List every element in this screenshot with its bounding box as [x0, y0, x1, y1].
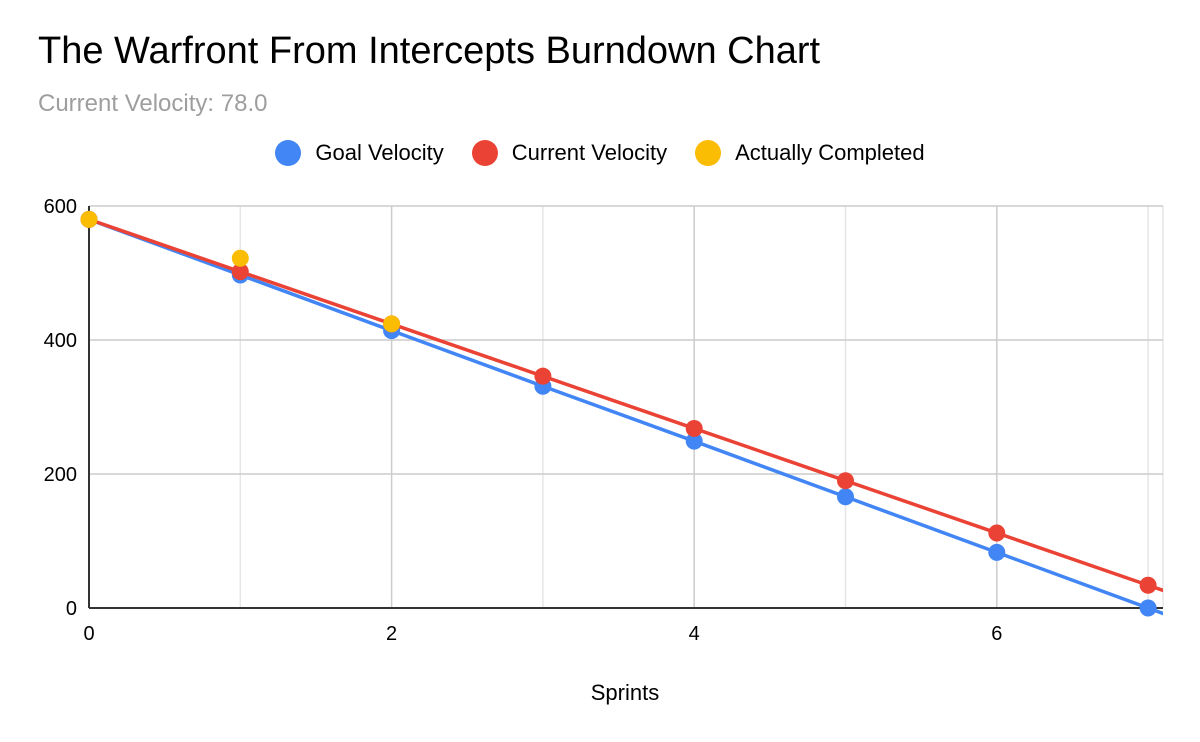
data-point[interactable] — [231, 263, 249, 281]
x-tick-label: 4 — [689, 623, 700, 645]
x-tick-label: 0 — [83, 623, 94, 645]
series-clip-group — [80, 210, 1163, 617]
legend-label-goal-velocity: Goal Velocity — [315, 140, 444, 165]
series-actually-completed — [80, 210, 401, 333]
axes — [88, 206, 1163, 609]
data-point[interactable] — [1139, 576, 1157, 594]
legend: Goal Velocity Current Velocity Actually … — [0, 140, 1200, 166]
data-point[interactable] — [1139, 599, 1157, 617]
series-current-velocity — [80, 210, 1163, 594]
legend-label-actually-completed: Actually Completed — [735, 140, 925, 165]
chart-title: The Warfront From Intercepts Burndown Ch… — [38, 30, 821, 72]
x-tick-label: 2 — [386, 623, 397, 645]
legend-marker-current-velocity — [471, 140, 498, 166]
x-axis-label: Sprints — [591, 680, 659, 705]
chart-subtitle: Current Velocity: 78.0 — [38, 90, 268, 117]
legend-item-goal-velocity[interactable]: Goal Velocity — [275, 140, 444, 166]
data-point[interactable] — [837, 472, 854, 490]
data-point[interactable] — [534, 367, 552, 385]
legend-item-actually-completed[interactable]: Actually Completed — [695, 140, 925, 166]
data-point[interactable] — [231, 249, 249, 267]
series-line-1 — [88, 217, 1163, 593]
data-point[interactable] — [80, 210, 98, 228]
series-layer — [80, 210, 1163, 617]
data-point[interactable] — [988, 543, 1006, 561]
data-point[interactable] — [685, 419, 703, 437]
legend-label-current-velocity: Current Velocity — [511, 140, 668, 165]
legend-marker-goal-velocity — [275, 140, 302, 166]
legend-marker-actually-completed — [695, 140, 722, 166]
y-tick-label: 0 — [66, 598, 77, 620]
series-line-0 — [88, 217, 1163, 616]
data-point[interactable] — [383, 315, 401, 333]
y-tick-label: 600 — [44, 196, 77, 218]
legend-item-current-velocity[interactable]: Current Velocity — [471, 140, 668, 166]
data-point[interactable] — [988, 524, 1006, 542]
data-point[interactable] — [837, 488, 854, 506]
x-tick-label: 6 — [991, 623, 1002, 645]
y-tick-label: 200 — [44, 464, 77, 486]
tick-labels: 0 200 400 600 0 2 4 6 — [44, 196, 1003, 645]
data-point[interactable] — [685, 432, 703, 450]
y-tick-label: 400 — [44, 330, 77, 352]
